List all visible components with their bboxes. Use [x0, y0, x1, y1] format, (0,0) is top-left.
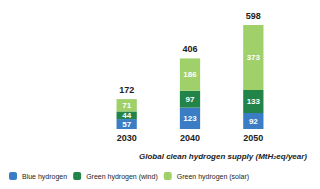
svg-text:57: 57	[122, 120, 131, 129]
svg-text:172: 172	[119, 85, 134, 95]
svg-text:97: 97	[186, 95, 195, 104]
svg-text:406: 406	[182, 44, 197, 54]
svg-text:Blue hydrogen: Blue hydrogen	[22, 173, 67, 181]
svg-text:123: 123	[183, 114, 197, 123]
svg-text:92: 92	[249, 117, 258, 126]
svg-text:71: 71	[122, 101, 131, 110]
svg-text:2040: 2040	[180, 133, 200, 143]
svg-text:186: 186	[183, 70, 197, 79]
svg-text:44: 44	[122, 111, 131, 120]
svg-text:2050: 2050	[243, 133, 263, 143]
svg-text:Global clean hydrogen supply (: Global clean hydrogen supply (MtH₂eq/yea…	[139, 152, 307, 161]
svg-text:598: 598	[246, 11, 261, 21]
svg-text:2030: 2030	[117, 133, 137, 143]
svg-text:Green hydrogen (wind): Green hydrogen (wind)	[86, 173, 158, 181]
svg-text:Green hydrogen (solar): Green hydrogen (solar)	[177, 173, 249, 181]
svg-text:133: 133	[247, 97, 261, 106]
svg-text:373: 373	[247, 53, 261, 62]
